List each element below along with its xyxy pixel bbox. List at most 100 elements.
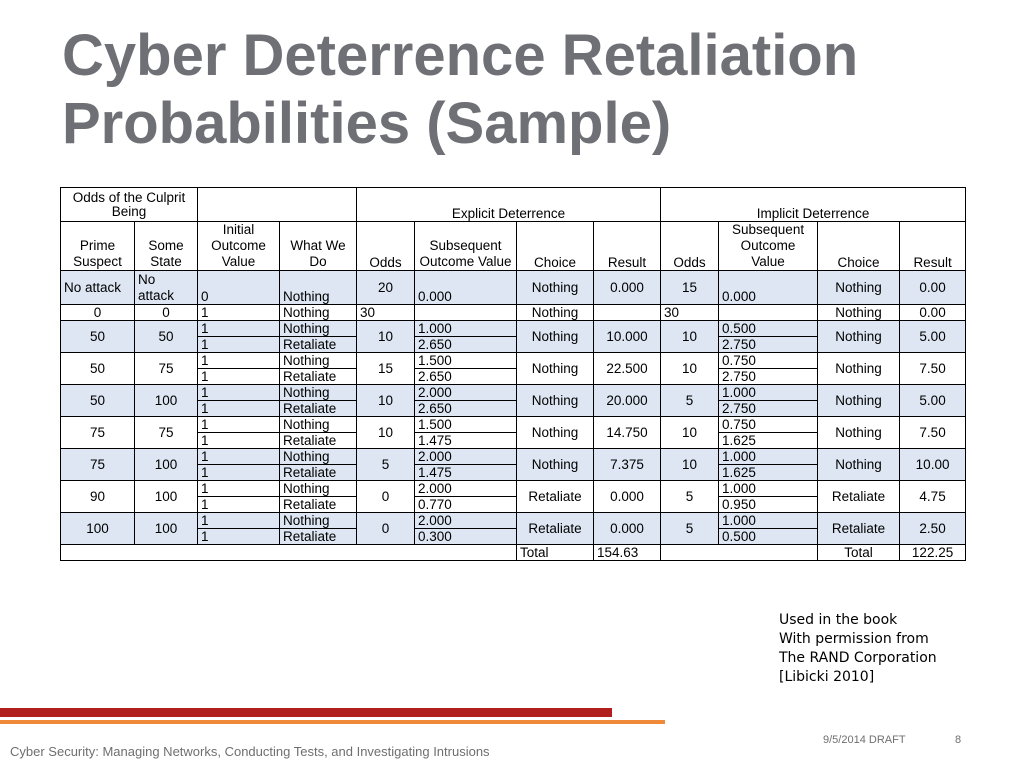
cell-exp-choice: Nothing [516,384,594,417]
cell-prime: 50 [60,320,135,353]
cell-what: Retaliate [279,496,357,513]
slide-title: Cyber Deterrence Retaliation Probabiliti… [62,22,1002,158]
cell-exp-sub: 0.300 [414,528,517,545]
table-row: 1 Retaliate 0.300 0.500 [61,528,966,545]
cell-initial: 1 [197,464,280,481]
col-some-state: Some State [134,221,198,271]
cell-what: Nothing [279,416,357,433]
cell-state: 100 [134,480,198,513]
cell-initial: 1 [197,336,280,353]
cell-imp-odds: 15 [660,270,720,305]
cell-initial: 1 [197,384,280,401]
col-explicit-choice: Choice [516,221,594,271]
cell-what: Nothing [279,480,357,497]
cell-state: 100 [134,384,198,417]
cell-imp-odds: 5 [660,512,720,545]
cell-initial: 0 [197,270,280,305]
cell-exp-sub: 2.000 [414,512,517,529]
cell-exp-sub: 2.650 [414,336,517,353]
cell-initial: 1 [197,400,280,417]
cell-initial: 1 [197,352,280,369]
cell-exp-odds: 5 [356,448,415,481]
cell-state: 100 [134,512,198,545]
col-implicit-odds: Odds [660,221,720,271]
cell-exp-odds: 0 [356,480,415,513]
cell-imp-choice: Retaliate [817,512,901,545]
cell-exp-odds: 0 [356,512,415,545]
table-row: 1 Retaliate 0.770 0.950 [61,496,966,513]
cell-imp-choice: Retaliate [817,480,901,513]
col-prime-suspect: Prime Suspect [60,221,135,271]
cell-what: Nothing [279,270,357,305]
cell-imp-sub: 2.750 [718,336,819,353]
cell-imp-choice: Nothing [817,352,901,385]
cell-prime: 0 [60,304,135,321]
table-row: 0 0 1 Nothing 30 Nothing 30 Nothing 0.00 [60,304,967,321]
table-row: 75 100 1 Nothing 5 2.000 Nothing 7.375 1… [60,448,967,481]
cell-state: 75 [134,352,198,385]
cell-imp-sub: 1.000 [718,480,819,497]
cell-what: Nothing [279,304,357,321]
footer-page-number: 8 [955,734,962,746]
cell-state: 100 [134,448,198,481]
cell-prime: 90 [60,480,135,513]
cell-imp-choice: Nothing [817,384,901,417]
total-row: Total 154.63 Total 122.25 [60,544,967,561]
col-explicit-subsequent: Subsequent Outcome Value [414,221,517,271]
col-initial-outcome: Initial Outcome Value [197,221,280,271]
note-line-4: [Libicki 2010] [779,669,875,685]
cell-exp-sub: 1.500 [414,416,517,433]
cell-exp-result: 0.000 [592,480,662,513]
cell-imp-sub [718,304,819,321]
cell-exp-choice: Nothing [516,416,594,449]
cell-exp-choice: Nothing [516,304,594,321]
table-row: 50 50 1 Nothing 10 1.000 Nothing 10.000 … [60,320,967,353]
cell-imp-odds: 10 [660,448,720,481]
note-line-1: Used in the book [779,612,898,628]
cell-exp-sub: 1.475 [414,464,517,481]
cell-imp-sub: 0.500 [718,320,819,337]
cell-imp-odds: 30 [660,304,720,321]
cell-prime: 75 [60,448,135,481]
cell-imp-choice: Nothing [817,270,901,305]
cell-prime: 50 [60,352,135,385]
cell-exp-sub: 1.475 [414,432,517,449]
cell-state: 0 [134,304,198,321]
cell-exp-odds: 10 [356,384,415,417]
cell-imp-odds: 10 [660,352,720,385]
cell-initial: 1 [197,480,280,497]
cell-imp-odds: 10 [660,320,720,353]
cell-exp-sub: 0.770 [414,496,517,513]
col-implicit-result: Result [899,221,967,271]
table-row: 50 100 1 Nothing 10 2.000 Nothing 20.000… [60,384,967,417]
col-implicit-subsequent: Subsequent Outcome Value [718,221,819,271]
cell-exp-choice: Nothing [516,352,594,385]
title-line-1: Cyber Deterrence Retaliation [62,23,859,88]
total-implicit-label: Total [817,544,901,561]
cell-imp-sub: 1.000 [718,512,819,529]
retaliation-table: Odds of the Culprit Being Explicit Deter… [60,187,967,561]
cell-prime: No attack [60,270,135,305]
cell-prime: 100 [60,512,135,545]
footer-accent-bar-orange [0,720,665,724]
cell-imp-result: 10.00 [899,448,967,481]
col-what-we-do: What We Do [279,221,357,271]
cell-exp-sub: 1.500 [414,352,517,369]
cell-exp-odds: 15 [356,352,415,385]
cell-initial: 1 [197,416,280,433]
cell-what: Nothing [279,352,357,369]
cell-exp-sub: 2.000 [414,448,517,465]
cell-initial: 1 [197,432,280,449]
cell-exp-choice: Nothing [516,270,594,305]
cell-prime: 50 [60,384,135,417]
cell-imp-result: 0.00 [899,304,967,321]
cell-what: Nothing [279,320,357,337]
footer-accent-bar-red [0,708,612,717]
cell-initial: 1 [197,320,280,337]
cell-exp-choice: Retaliate [516,512,594,545]
cell-what: Retaliate [279,528,357,545]
cell-exp-result: 14.750 [592,416,662,449]
cell-imp-sub: 0.000 [718,270,819,305]
cell-exp-choice: Retaliate [516,480,594,513]
cell-initial: 1 [197,448,280,465]
